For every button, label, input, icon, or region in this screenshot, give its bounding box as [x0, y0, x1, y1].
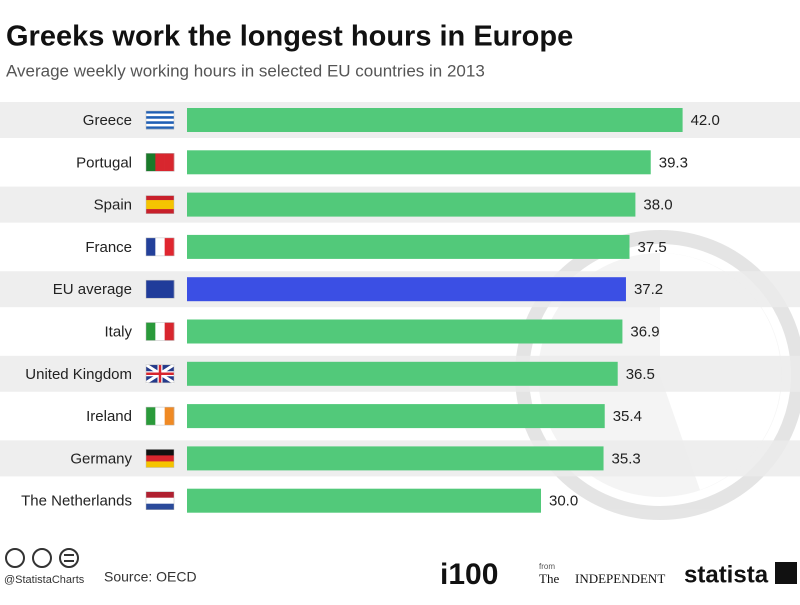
- flag-part: [155, 237, 165, 256]
- flag-part: [146, 322, 156, 341]
- bar: [187, 277, 626, 302]
- flag-part: [146, 503, 174, 510]
- flag-part: [146, 113, 174, 117]
- category-label: United Kingdom: [25, 366, 132, 383]
- category-label: EU average: [53, 281, 132, 298]
- flag-part: [146, 200, 174, 205]
- bar: [187, 150, 651, 175]
- flag-part: [155, 407, 165, 426]
- flag-part: [146, 364, 174, 383]
- flag-border: [145, 322, 175, 341]
- flag-part: [146, 449, 174, 456]
- flag-part: [146, 209, 174, 214]
- flag-part: [146, 455, 174, 462]
- bar: [187, 234, 630, 259]
- i100-logo: i100: [440, 558, 498, 591]
- bar: [187, 446, 604, 471]
- handle: @StatistaCharts: [4, 574, 85, 586]
- flag-part: [146, 407, 156, 426]
- flag-part: [146, 116, 174, 120]
- statista-icon: [775, 562, 797, 584]
- statista-logo: statista: [684, 561, 769, 588]
- flag-part: [146, 237, 156, 256]
- independent-the: The: [539, 571, 559, 586]
- category-label: France: [85, 239, 132, 256]
- flag-border: [145, 237, 175, 257]
- flag-part: [164, 322, 175, 341]
- value-label: 36.5: [626, 366, 655, 383]
- flag-part: [146, 118, 174, 122]
- flag-part: [146, 491, 174, 498]
- flag-border: [145, 364, 175, 384]
- flag-part: [164, 237, 175, 256]
- value-label: 35.3: [612, 450, 641, 467]
- flag-part: [164, 407, 175, 426]
- flag-part: [164, 153, 175, 172]
- flag: [145, 363, 175, 385]
- flag: [145, 406, 175, 426]
- bar: [187, 192, 636, 217]
- flag-part: [146, 123, 174, 127]
- category-label: Germany: [70, 450, 132, 467]
- flag-part: [155, 322, 165, 341]
- bar: [187, 404, 605, 429]
- bar: [187, 488, 541, 513]
- independent-logo: INDEPENDENT: [575, 571, 665, 586]
- value-label: 42.0: [691, 112, 720, 129]
- value-label: 36.9: [630, 323, 659, 340]
- category-label: Portugal: [76, 154, 132, 171]
- cc-icons: [5, 548, 79, 568]
- flag: [145, 153, 175, 172]
- flag-part: [146, 195, 174, 201]
- value-label: 30.0: [549, 493, 578, 510]
- from-label: from: [539, 562, 555, 571]
- category-label: Greece: [83, 112, 132, 129]
- chart-title: Greeks work the longest hours in Europe: [6, 21, 573, 53]
- rows: Greece 42.0 Portugal 39.3 Spain 38.0 France 37.…: [0, 102, 800, 513]
- flag-part: [155, 153, 165, 172]
- flag: [145, 195, 175, 214]
- bar: [187, 319, 623, 344]
- category-label: The Netherlands: [21, 493, 132, 510]
- flag-border: [145, 110, 175, 130]
- flag: [145, 110, 175, 130]
- chart-subtitle: Average weekly working hours in selected…: [6, 61, 485, 80]
- bar: [187, 361, 618, 386]
- flag-part: [146, 121, 174, 125]
- flag-part: [146, 111, 174, 114]
- flag-border: [145, 153, 175, 172]
- source: Source: OECD: [104, 569, 197, 585]
- value-label: 35.4: [613, 408, 642, 425]
- flag: [145, 279, 175, 299]
- flag: [145, 449, 175, 468]
- value-label: 38.0: [643, 197, 672, 214]
- value-label: 37.5: [638, 239, 667, 256]
- value-label: 37.2: [634, 281, 663, 298]
- flag-part: [146, 126, 174, 130]
- flag-border: [145, 406, 175, 426]
- category-label: Spain: [94, 197, 132, 214]
- category-label: Italy: [104, 323, 132, 340]
- flag-part: [146, 204, 174, 210]
- bar: [187, 108, 683, 132]
- flag-border: [145, 449, 175, 468]
- flag-border: [145, 195, 175, 214]
- flag-part: [146, 153, 156, 172]
- flag-border: [145, 279, 175, 299]
- category-label: Ireland: [86, 408, 132, 425]
- flag-part: [146, 280, 175, 299]
- value-label: 39.3: [659, 154, 688, 171]
- flag: [145, 491, 175, 510]
- flag-border: [145, 491, 175, 510]
- flag: [145, 237, 175, 257]
- flag: [145, 322, 175, 341]
- flag-part: [146, 497, 174, 504]
- flag-part: [146, 461, 174, 468]
